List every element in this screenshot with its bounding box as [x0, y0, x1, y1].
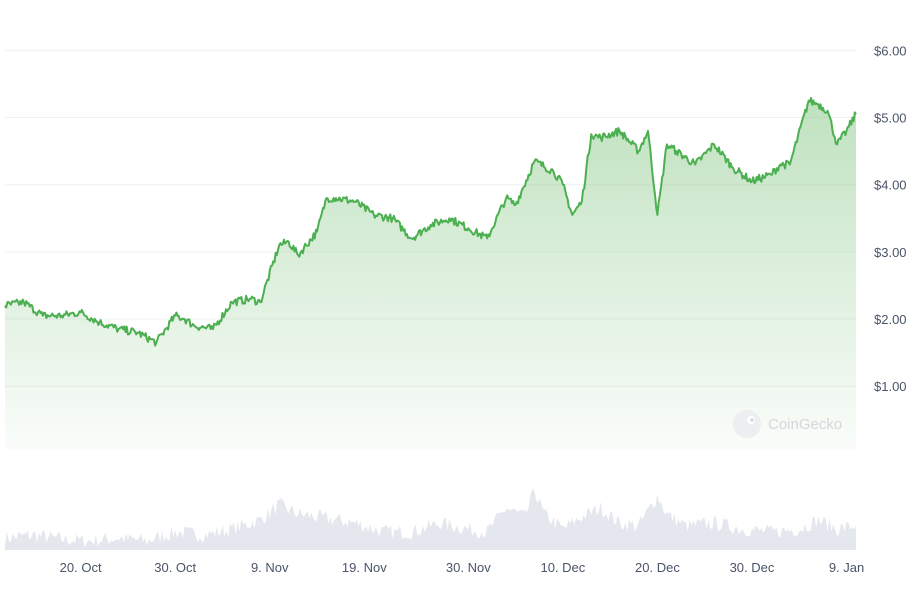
coingecko-watermark: CoinGecko	[733, 410, 842, 438]
x-tick-label: 20. Dec	[635, 560, 680, 575]
x-tick-label: 30. Nov	[446, 560, 491, 575]
x-tick-label: 20. Oct	[60, 560, 102, 575]
y-tick-label: $6.00	[874, 43, 907, 58]
gecko-pupil-icon	[750, 418, 754, 422]
volume-area-group	[5, 488, 856, 550]
y-tick-label: $3.00	[874, 245, 907, 260]
volume-area	[5, 488, 856, 550]
x-tick-label: 9. Jan	[829, 560, 864, 575]
y-tick-label: $2.00	[874, 312, 907, 327]
x-tick-label: 30. Oct	[154, 560, 196, 575]
price-area-group	[5, 98, 856, 450]
x-tick-label: 10. Dec	[540, 560, 585, 575]
gecko-logo-icon	[733, 410, 761, 438]
y-axis-ticks: $1.00 $2.00 $3.00 $4.00 $5.00 $6.00	[874, 43, 907, 394]
x-tick-label: 9. Nov	[251, 560, 289, 575]
y-tick-label: $5.00	[874, 111, 907, 126]
y-tick-label: $4.00	[874, 178, 907, 193]
price-line-group	[4, 97, 857, 347]
x-tick-label: 19. Nov	[342, 560, 387, 575]
watermark-text: CoinGecko	[768, 416, 842, 433]
price-area	[5, 98, 856, 450]
price-line	[4, 97, 857, 347]
y-tick-label: $1.00	[874, 379, 907, 394]
x-tick-label: 30. Dec	[730, 560, 775, 575]
x-axis-ticks: 20. Oct 30. Oct 9. Nov 19. Nov 30. Nov 10. De…	[60, 560, 865, 575]
